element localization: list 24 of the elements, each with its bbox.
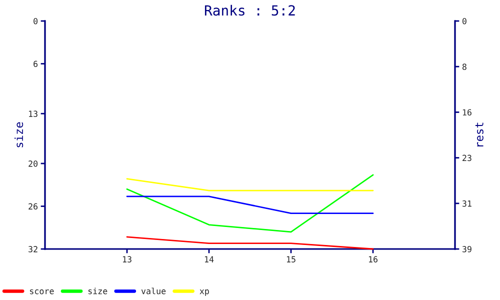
y2-tick-label: 31 [462, 200, 472, 207]
x-tick-label: 15 [286, 256, 296, 262]
legend-label: value [141, 288, 166, 294]
x-tick-label: 14 [204, 256, 214, 262]
y2-tick-label: 8 [462, 64, 466, 70]
y-tick-label: 13 [29, 110, 38, 117]
y-tick-label: 32 [28, 246, 38, 252]
y2-axis-title: rest [475, 122, 484, 146]
y-tick-label: 20 [28, 160, 38, 167]
legend-label: score [30, 289, 54, 294]
legend-label: xp [200, 289, 209, 296]
x-tick-label: 16 [368, 256, 378, 262]
line-series [126, 174, 374, 233]
legend-label: size [88, 288, 108, 294]
y-axis-title: size [14, 122, 24, 148]
y2-tick-label: 0 [462, 18, 466, 24]
chart-title: Ranks : 5:2 [204, 4, 295, 16]
x-tick-label: 13 [122, 256, 132, 262]
y-tick-label: 0 [34, 18, 38, 24]
y2-tick-label: 39 [462, 246, 472, 252]
y2-tick-label: 16 [462, 109, 472, 116]
y2-tick-label: 23 [462, 154, 472, 162]
y-tick-label: 26 [28, 203, 38, 210]
y-tick-label: 6 [34, 60, 38, 68]
